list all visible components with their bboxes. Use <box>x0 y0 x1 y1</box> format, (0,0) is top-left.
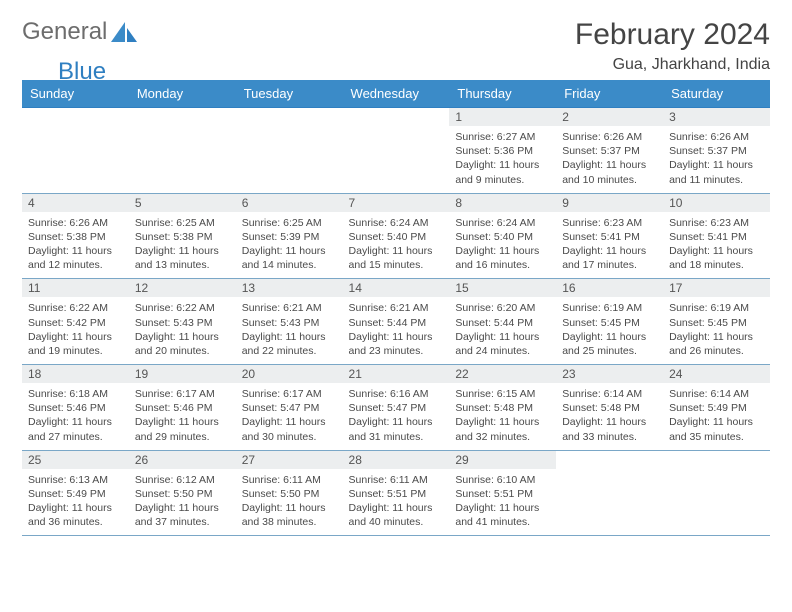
logo-sail-icon <box>111 22 139 42</box>
day-number-cell: 4 <box>22 193 129 212</box>
day-number-cell: 5 <box>129 193 236 212</box>
logo-text-general: General <box>22 18 107 46</box>
day-number-cell: 21 <box>343 365 450 384</box>
day-number-cell: 12 <box>129 279 236 298</box>
day-number-cell: 14 <box>343 279 450 298</box>
day-data-cell: Sunrise: 6:16 AMSunset: 5:47 PMDaylight:… <box>343 383 450 450</box>
day-number-cell: 1 <box>449 108 556 127</box>
day-data-cell: Sunrise: 6:26 AMSunset: 5:38 PMDaylight:… <box>22 212 129 279</box>
day-data-row: Sunrise: 6:22 AMSunset: 5:42 PMDaylight:… <box>22 297 770 364</box>
day-data-row: Sunrise: 6:13 AMSunset: 5:49 PMDaylight:… <box>22 469 770 536</box>
day-data-cell: Sunrise: 6:17 AMSunset: 5:46 PMDaylight:… <box>129 383 236 450</box>
day-number-row: 18192021222324 <box>22 365 770 384</box>
day-number-cell: 10 <box>663 193 770 212</box>
day-number-cell: 11 <box>22 279 129 298</box>
day-number-cell <box>343 108 450 127</box>
day-number-cell: 25 <box>22 450 129 469</box>
month-title: February 2024 <box>575 18 770 52</box>
day-data-cell: Sunrise: 6:24 AMSunset: 5:40 PMDaylight:… <box>449 212 556 279</box>
day-data-cell: Sunrise: 6:11 AMSunset: 5:51 PMDaylight:… <box>343 469 450 536</box>
day-number-cell: 18 <box>22 365 129 384</box>
day-number-cell <box>663 450 770 469</box>
day-number-cell: 8 <box>449 193 556 212</box>
day-data-cell: Sunrise: 6:19 AMSunset: 5:45 PMDaylight:… <box>663 297 770 364</box>
day-data-row: Sunrise: 6:27 AMSunset: 5:36 PMDaylight:… <box>22 126 770 193</box>
day-number-row: 11121314151617 <box>22 279 770 298</box>
day-number-cell <box>236 108 343 127</box>
weekday-header: Wednesday <box>343 80 450 108</box>
day-data-cell: Sunrise: 6:27 AMSunset: 5:36 PMDaylight:… <box>449 126 556 193</box>
day-data-cell: Sunrise: 6:26 AMSunset: 5:37 PMDaylight:… <box>556 126 663 193</box>
header: General February 2024 Gua, Jharkhand, In… <box>22 18 770 74</box>
day-number-cell: 23 <box>556 365 663 384</box>
logo: General <box>22 18 141 46</box>
day-number-cell: 16 <box>556 279 663 298</box>
day-data-cell: Sunrise: 6:25 AMSunset: 5:39 PMDaylight:… <box>236 212 343 279</box>
day-number-row: 2526272829 <box>22 450 770 469</box>
day-number-cell: 13 <box>236 279 343 298</box>
day-data-cell: Sunrise: 6:18 AMSunset: 5:46 PMDaylight:… <box>22 383 129 450</box>
day-number-cell: 26 <box>129 450 236 469</box>
weekday-header: Friday <box>556 80 663 108</box>
day-number-cell: 19 <box>129 365 236 384</box>
day-data-cell: Sunrise: 6:13 AMSunset: 5:49 PMDaylight:… <box>22 469 129 536</box>
day-data-cell: Sunrise: 6:14 AMSunset: 5:48 PMDaylight:… <box>556 383 663 450</box>
day-data-cell: Sunrise: 6:12 AMSunset: 5:50 PMDaylight:… <box>129 469 236 536</box>
day-number-cell: 3 <box>663 108 770 127</box>
weekday-header: Tuesday <box>236 80 343 108</box>
day-number-row: 45678910 <box>22 193 770 212</box>
weekday-header: Monday <box>129 80 236 108</box>
day-data-cell: Sunrise: 6:10 AMSunset: 5:51 PMDaylight:… <box>449 469 556 536</box>
day-data-cell: Sunrise: 6:22 AMSunset: 5:42 PMDaylight:… <box>22 297 129 364</box>
day-data-cell: Sunrise: 6:21 AMSunset: 5:43 PMDaylight:… <box>236 297 343 364</box>
day-number-cell: 2 <box>556 108 663 127</box>
day-number-cell: 9 <box>556 193 663 212</box>
day-data-cell: Sunrise: 6:23 AMSunset: 5:41 PMDaylight:… <box>663 212 770 279</box>
weekday-header-row: SundayMondayTuesdayWednesdayThursdayFrid… <box>22 80 770 108</box>
day-data-cell <box>236 126 343 193</box>
day-data-cell: Sunrise: 6:14 AMSunset: 5:49 PMDaylight:… <box>663 383 770 450</box>
day-number-cell <box>22 108 129 127</box>
title-block: February 2024 Gua, Jharkhand, India <box>575 18 770 74</box>
day-data-cell: Sunrise: 6:26 AMSunset: 5:37 PMDaylight:… <box>663 126 770 193</box>
day-number-cell: 28 <box>343 450 450 469</box>
logo-text-blue: Blue <box>58 58 106 85</box>
day-data-row: Sunrise: 6:26 AMSunset: 5:38 PMDaylight:… <box>22 212 770 279</box>
day-data-cell <box>663 469 770 536</box>
day-data-cell: Sunrise: 6:23 AMSunset: 5:41 PMDaylight:… <box>556 212 663 279</box>
day-number-cell: 20 <box>236 365 343 384</box>
day-data-cell: Sunrise: 6:15 AMSunset: 5:48 PMDaylight:… <box>449 383 556 450</box>
day-data-cell <box>343 126 450 193</box>
day-number-row: 123 <box>22 108 770 127</box>
day-data-cell: Sunrise: 6:21 AMSunset: 5:44 PMDaylight:… <box>343 297 450 364</box>
day-data-cell <box>22 126 129 193</box>
weekday-header: Saturday <box>663 80 770 108</box>
day-number-cell: 17 <box>663 279 770 298</box>
day-number-cell: 15 <box>449 279 556 298</box>
day-number-cell: 29 <box>449 450 556 469</box>
day-number-cell: 6 <box>236 193 343 212</box>
day-data-cell: Sunrise: 6:11 AMSunset: 5:50 PMDaylight:… <box>236 469 343 536</box>
day-number-cell <box>556 450 663 469</box>
day-data-cell <box>129 126 236 193</box>
day-data-cell: Sunrise: 6:22 AMSunset: 5:43 PMDaylight:… <box>129 297 236 364</box>
day-number-cell <box>129 108 236 127</box>
location: Gua, Jharkhand, India <box>575 56 770 74</box>
day-data-cell: Sunrise: 6:24 AMSunset: 5:40 PMDaylight:… <box>343 212 450 279</box>
day-number-cell: 27 <box>236 450 343 469</box>
day-number-cell: 24 <box>663 365 770 384</box>
day-number-cell: 7 <box>343 193 450 212</box>
weekday-header: Thursday <box>449 80 556 108</box>
day-number-cell: 22 <box>449 365 556 384</box>
calendar-table: SundayMondayTuesdayWednesdayThursdayFrid… <box>22 80 770 536</box>
day-data-cell: Sunrise: 6:25 AMSunset: 5:38 PMDaylight:… <box>129 212 236 279</box>
day-data-row: Sunrise: 6:18 AMSunset: 5:46 PMDaylight:… <box>22 383 770 450</box>
day-data-cell: Sunrise: 6:20 AMSunset: 5:44 PMDaylight:… <box>449 297 556 364</box>
day-data-cell: Sunrise: 6:19 AMSunset: 5:45 PMDaylight:… <box>556 297 663 364</box>
day-data-cell <box>556 469 663 536</box>
day-data-cell: Sunrise: 6:17 AMSunset: 5:47 PMDaylight:… <box>236 383 343 450</box>
